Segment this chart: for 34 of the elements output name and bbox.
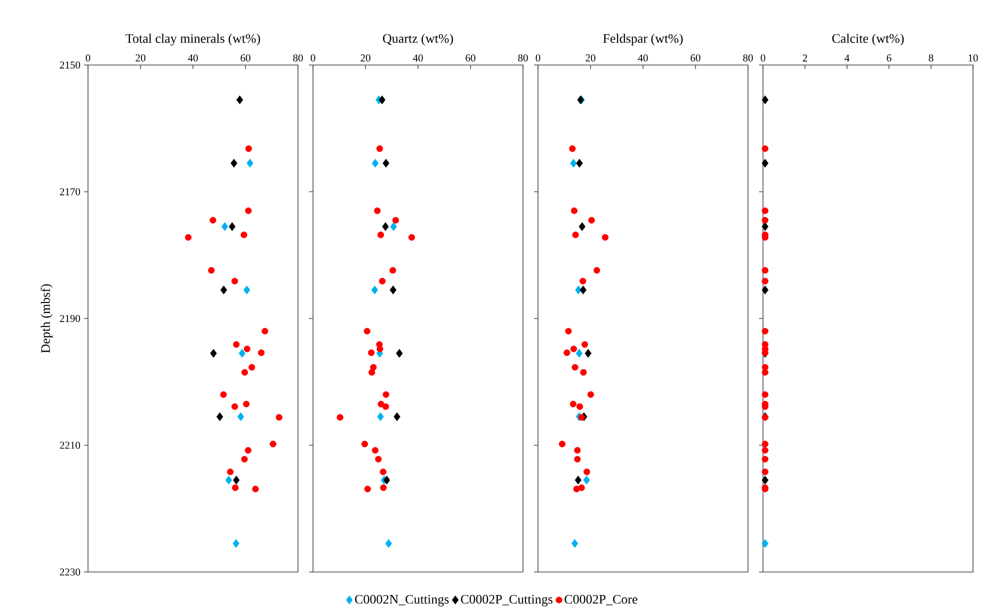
x-tick-label: 0 [310, 54, 316, 62]
x-tick-label: 60 [240, 54, 250, 62]
x-tick-label: 40 [638, 54, 648, 62]
x-tick-label: 0 [760, 54, 766, 62]
x-tick-label: 0 [86, 54, 90, 62]
x-tick-label: 2 [802, 54, 808, 62]
y-tick-label: 2230 [60, 568, 80, 576]
x-tick-label: 20 [586, 54, 596, 62]
x-tick-label: 10 [968, 54, 978, 62]
legend-label: C0002N_Cuttings [355, 594, 449, 606]
y-tick-label: 2190 [60, 314, 80, 322]
x-tick-label: 80 [518, 54, 528, 62]
x-axis-title: Feldspar (wt%) [603, 34, 683, 46]
legend-label: C0002P_Core [564, 594, 638, 606]
x-tick-label: 4 [844, 54, 850, 62]
x-tick-label: 6 [886, 54, 892, 62]
x-tick-label: 60 [466, 54, 476, 62]
y-tick-label: 2150 [60, 61, 80, 69]
x-tick-label: 40 [412, 54, 423, 62]
x-tick-label: 20 [136, 54, 146, 62]
x-tick-label: 80 [743, 54, 753, 62]
x-axis-title: Quartz (wt%) [382, 34, 453, 46]
x-axis-title: Calcite (wt%) [832, 34, 904, 46]
x-tick-label: 20 [360, 54, 370, 62]
legend-label: C0002P_Cuttings [460, 594, 552, 606]
x-tick-label: 60 [690, 54, 700, 62]
x-tick-label: 40 [188, 54, 198, 62]
y-axis-title: Depth (mbsf) [40, 284, 53, 353]
y-tick-label: 2210 [60, 442, 80, 449]
x-axis-title: Total clay minerals (wt%) [126, 34, 260, 46]
y-tick-label: 2170 [60, 188, 80, 196]
x-tick-label: 8 [928, 54, 934, 62]
x-tick-label: 0 [536, 54, 540, 62]
x-tick-label: 80 [293, 54, 303, 62]
